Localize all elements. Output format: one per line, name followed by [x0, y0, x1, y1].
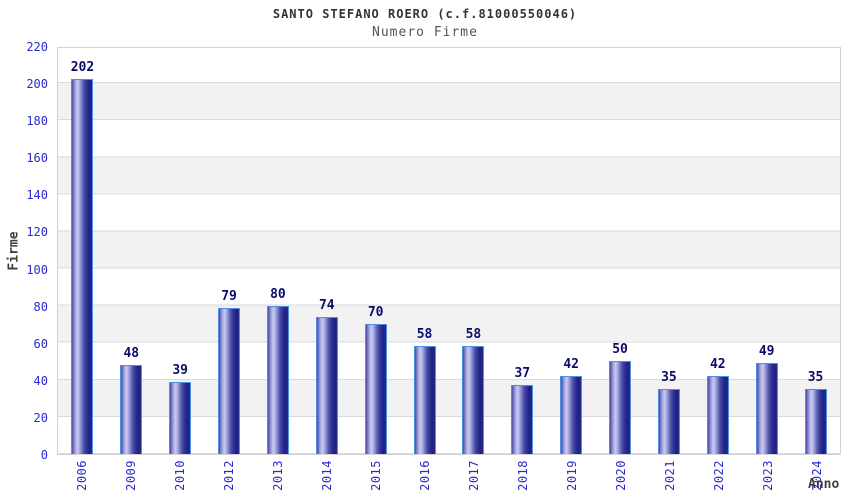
x-tick-label: 2012 [221, 460, 236, 491]
y-tick-label: 60 [33, 336, 48, 351]
bar-2009 [120, 364, 143, 454]
bar-value-label: 39 [172, 362, 189, 378]
x-tick-label: 2014 [319, 460, 334, 491]
x-tick-slot: 2010 [155, 460, 204, 500]
x-tick-slot: 2014 [302, 460, 351, 500]
bar-slot: 70 [351, 48, 400, 454]
bar-value-label: 37 [514, 366, 531, 382]
x-tick-label: 2021 [662, 460, 677, 491]
x-tick-slot: 2017 [449, 460, 498, 500]
bar-2015 [364, 324, 387, 454]
bars-container: 202 48 39 79 80 74 70 58 58 37 42 50 35 42 49 35 [58, 48, 840, 454]
x-axis-title: Anno [808, 477, 840, 492]
bar-slot: 39 [156, 48, 205, 454]
plot-area: 202 48 39 79 80 74 70 58 58 37 42 50 35 42 49 35 [57, 47, 841, 455]
bar-2021 [657, 389, 680, 454]
bar-slot: 58 [449, 48, 498, 454]
bar-value-label: 35 [661, 370, 677, 386]
x-tick-label: 2013 [270, 460, 285, 491]
x-tick-label: 2010 [172, 460, 187, 491]
bar-slot: 35 [791, 48, 840, 454]
y-tick-label: 140 [26, 188, 48, 203]
y-axis: 0 20 40 60 80 100 120 140 160 180 200 220 [0, 0, 49, 500]
bar-slot: 35 [645, 48, 694, 454]
bar-2010 [169, 381, 192, 454]
bar-value-label: 202 [70, 60, 95, 76]
bar-2019 [560, 376, 583, 454]
x-tick-label: 2009 [123, 460, 138, 491]
bar-2006 [71, 79, 94, 454]
bar-slot: 50 [596, 48, 645, 454]
x-tick-slot: 2023 [743, 460, 792, 500]
x-tick-label: 2023 [760, 460, 775, 491]
bar-2018 [511, 385, 534, 454]
bar-value-label: 70 [367, 305, 384, 321]
x-tick-label: 2018 [515, 460, 530, 491]
bar-value-label: 74 [318, 297, 335, 313]
x-axis: 2006 2009 2010 2012 2013 2014 2015 2016 2017 2018… [57, 460, 841, 500]
bar-value-label: 35 [807, 370, 824, 386]
x-tick-slot: 2016 [400, 460, 449, 500]
bar-2012 [218, 307, 241, 454]
bar-2014 [315, 316, 338, 454]
x-tick-slot: 2019 [547, 460, 596, 500]
x-tick-slot: 2015 [351, 460, 400, 500]
y-tick-label: 200 [26, 77, 48, 92]
x-tick-label: 2020 [613, 460, 628, 491]
chart-subtitle: Numero Firme [372, 25, 478, 40]
bar-value-label: 42 [709, 357, 726, 373]
bar-2023 [755, 363, 778, 454]
bar-slot: 42 [547, 48, 596, 454]
x-tick-label: 2016 [417, 460, 432, 491]
bar-value-label: 58 [465, 327, 482, 343]
y-tick-label: 180 [26, 114, 48, 129]
bar-slot: 48 [107, 48, 156, 454]
y-tick-label: 20 [33, 410, 48, 425]
bar-2022 [706, 376, 729, 454]
bar-2020 [609, 361, 632, 454]
x-tick-label: 2019 [564, 460, 579, 491]
x-tick-slot: 2009 [106, 460, 155, 500]
x-tick-label: 2006 [74, 460, 89, 491]
bar-value-label: 79 [221, 288, 237, 304]
bar-slot: 202 [58, 48, 107, 454]
bar-value-label: 48 [123, 345, 140, 361]
y-tick-label: 100 [26, 262, 48, 277]
x-tick-label: 2017 [466, 460, 481, 491]
bar-value-label: 42 [563, 357, 580, 373]
y-tick-label: 80 [33, 299, 48, 314]
x-tick-slot: 2021 [645, 460, 694, 500]
bar-slot: 37 [498, 48, 547, 454]
x-tick-slot: 2013 [253, 460, 302, 500]
x-tick-label: 2022 [711, 460, 726, 491]
bar-slot: 80 [254, 48, 303, 454]
chart-title: SANTO STEFANO ROERO (c.f.81000550046) [272, 7, 578, 21]
bar-value-label: 50 [612, 342, 628, 358]
bar-slot: 42 [693, 48, 742, 454]
bar-2013 [266, 305, 289, 454]
y-tick-label: 120 [26, 225, 48, 240]
bar-value-label: 58 [416, 327, 433, 343]
bar-value-label: 80 [270, 286, 286, 302]
x-tick-label: 2015 [368, 460, 383, 491]
bar-slot: 79 [205, 48, 254, 454]
y-tick-label: 0 [40, 448, 48, 462]
bar-slot: 58 [400, 48, 449, 454]
y-tick-label: 40 [33, 373, 48, 388]
x-tick-slot: 2006 [57, 460, 106, 500]
x-tick-slot: 2012 [204, 460, 253, 500]
y-tick-label: 220 [26, 40, 48, 54]
x-tick-slot: 2018 [498, 460, 547, 500]
y-tick-label: 160 [26, 151, 48, 166]
bar-value-label: 49 [758, 344, 775, 360]
bar-2024 [804, 389, 827, 454]
x-tick-slot: 2020 [596, 460, 645, 500]
bar-slot: 49 [742, 48, 791, 454]
x-tick-slot: 2022 [694, 460, 743, 500]
bar-slot: 74 [302, 48, 351, 454]
bar-2017 [462, 346, 485, 454]
bar-2016 [413, 346, 436, 454]
